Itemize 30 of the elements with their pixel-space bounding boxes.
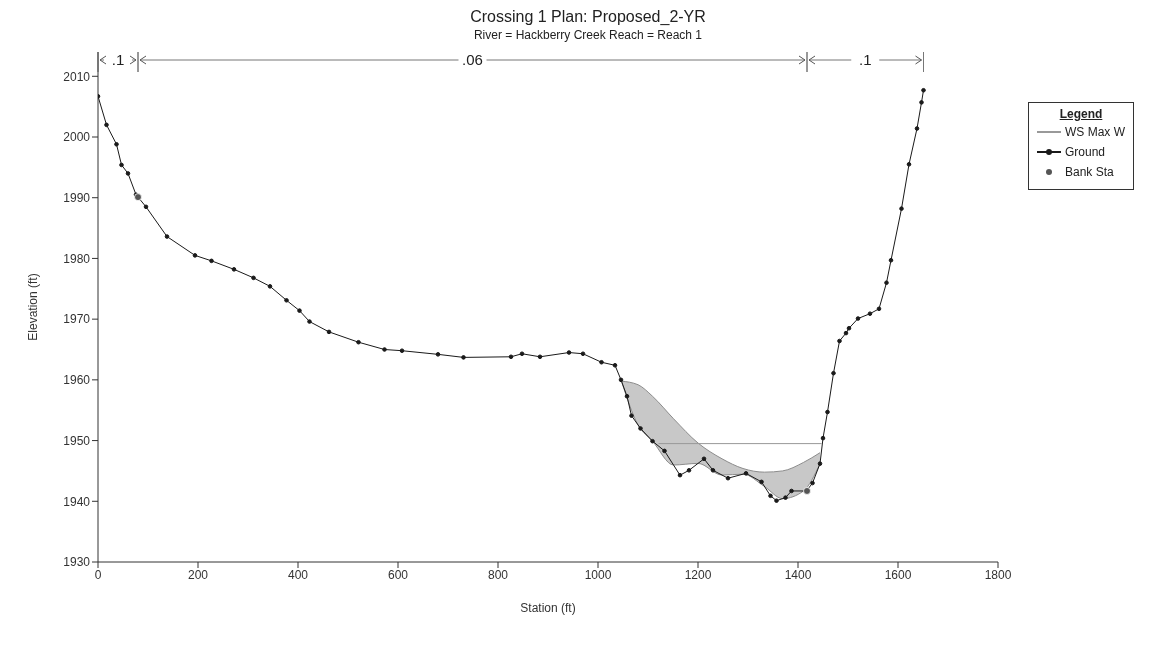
- y-tick-label: 1970: [63, 312, 91, 327]
- chart-subtitle: River = Hackberry Creek Reach = Reach 1: [472, 28, 704, 42]
- annotation: .1: [858, 51, 872, 68]
- y-tick-label: 1990: [63, 190, 91, 205]
- annotation: .06: [462, 51, 483, 68]
- y-tick-label: 1940: [63, 494, 91, 509]
- x-tick-label: 200: [187, 567, 209, 582]
- y-tick-label: 2000: [63, 130, 91, 145]
- x-tick-label: 1000: [584, 567, 612, 582]
- x-tick-label: 400: [287, 567, 309, 582]
- legend-label: Ground: [1065, 145, 1106, 159]
- legend-title: Legend: [1058, 107, 1104, 121]
- x-tick-label: 1800: [984, 567, 1012, 582]
- y-tick-label: 1980: [63, 251, 91, 266]
- x-tick-label: 0: [94, 567, 102, 582]
- legend-label: WS Max W: [1065, 125, 1125, 139]
- y-tick-label: 1960: [63, 373, 91, 388]
- x-tick-label: 1600: [884, 567, 912, 582]
- x-tick-label: 1400: [784, 567, 812, 582]
- x-tick-label: 1200: [684, 567, 712, 582]
- chart-title: Crossing 1 Plan: Proposed_2-YR: [469, 8, 707, 26]
- x-tick-label: 600: [387, 567, 409, 582]
- legend-label: Bank Sta: [1065, 165, 1114, 179]
- x-axis-title: Station (ft): [520, 601, 576, 615]
- x-tick-label: 800: [487, 567, 509, 582]
- annotation: .1: [111, 51, 125, 68]
- y-axis-title: Elevation (ft): [26, 273, 41, 341]
- y-tick-label: 1950: [63, 433, 91, 448]
- y-tick-label: 2010: [63, 69, 91, 84]
- y-tick-label: 1930: [63, 555, 91, 570]
